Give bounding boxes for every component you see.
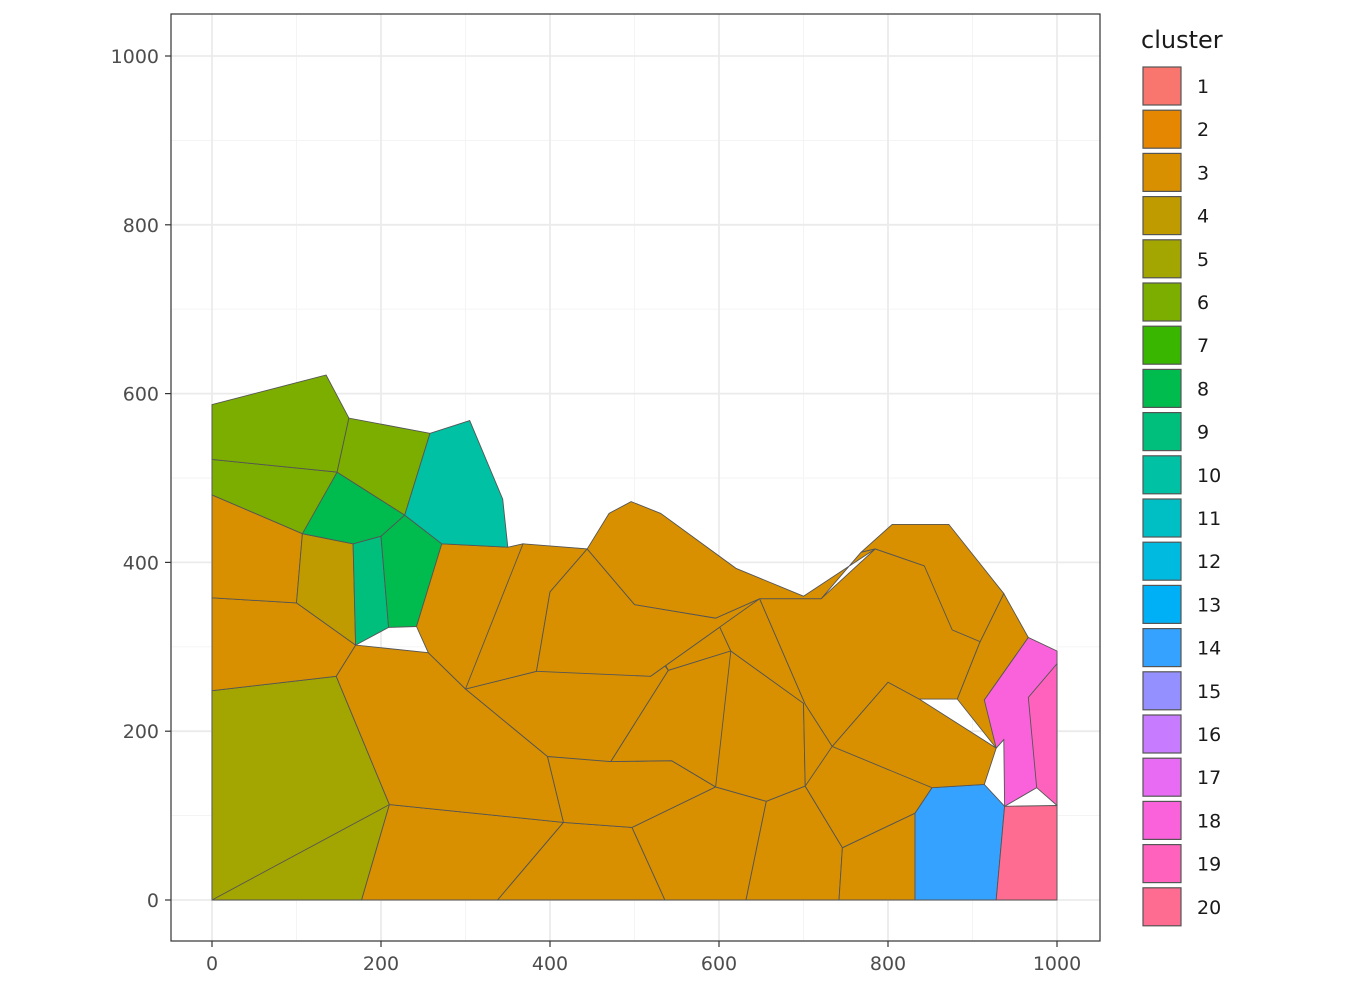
x-tick-label: 600 [701,953,737,975]
legend-label-18: 18 [1197,810,1221,832]
legend-swatch-9 [1142,412,1182,452]
x-tick-label: 800 [870,953,906,975]
x-tick-label: 1000 [1033,953,1081,975]
voronoi-cell-cluster-6 [211,374,350,473]
y-tick-label: 800 [123,215,159,237]
legend-label-11: 11 [1197,508,1221,530]
legend-label-4: 4 [1197,206,1209,228]
legend-swatch-10 [1142,455,1182,495]
x-tick-label: 400 [532,953,568,975]
legend-label-17: 17 [1197,767,1221,789]
legend-swatch-5 [1142,239,1182,279]
legend-swatch-15 [1142,671,1182,711]
legend-swatch-12 [1142,541,1182,581]
legend-swatch-6 [1142,282,1182,322]
plot-panel-border [170,13,1101,942]
legend-label-6: 6 [1197,292,1209,314]
y-tick-label: 1000 [111,46,159,68]
axes: 0 200 400 600 800 1000 0 200 400 600 800 1000 [111,46,1082,975]
legend-swatch-7 [1142,325,1182,365]
legend-label-12: 12 [1197,551,1221,573]
legend-swatch-11 [1142,498,1182,538]
voronoi-cell-cluster-14 [914,783,1006,901]
legend-label-14: 14 [1197,638,1221,660]
legend-label-20: 20 [1197,897,1221,919]
legend-swatch-20 [1142,887,1182,927]
voronoi-cell-cluster-10 [404,420,509,548]
legend-label-19: 19 [1197,854,1221,876]
legend-swatch-3 [1142,152,1182,192]
x-tick-label: 200 [363,953,399,975]
legend-swatch-14 [1142,627,1182,668]
legend-label-3: 3 [1197,162,1209,184]
legend-swatch-18 [1142,800,1182,841]
voronoi-cell-cluster-3 [586,501,876,619]
voronoi-cell-cluster-8 [301,471,406,545]
legend-title: cluster [1141,26,1223,54]
legend-swatch-13 [1142,584,1182,625]
legend-label-2: 2 [1197,119,1209,141]
y-tick-label: 200 [123,721,159,743]
legend-swatch-16 [1142,714,1182,754]
legend-label-15: 15 [1197,681,1221,703]
voronoi-cells [211,374,1058,901]
y-tick-label: 400 [123,552,159,574]
legend-label-8: 8 [1197,378,1209,400]
legend-swatch-2 [1142,109,1182,149]
voronoi-cell-cluster-20 [995,805,1058,901]
legend-label-7: 7 [1197,335,1209,357]
legend-swatch-4 [1142,196,1182,236]
x-tick-label: 0 [206,953,218,975]
legend-label-16: 16 [1197,724,1221,746]
legend-label-1: 1 [1197,76,1209,98]
voronoi-cell-cluster-3 [860,523,1005,643]
legend-label-9: 9 [1197,422,1209,444]
y-tick-label: 600 [123,384,159,406]
y-tick-label: 0 [147,890,159,912]
voronoi-cell-cluster-3 [609,650,732,788]
legend-swatch-8 [1142,368,1182,408]
legend-label-10: 10 [1197,465,1221,487]
legend-swatch-17 [1142,757,1182,797]
voronoi-cell-cluster-19 [1027,662,1058,807]
legend-label-13: 13 [1197,594,1221,616]
legend-swatch-19 [1142,843,1182,884]
legend-label-5: 5 [1197,249,1209,271]
legend-swatch-1 [1142,66,1182,106]
